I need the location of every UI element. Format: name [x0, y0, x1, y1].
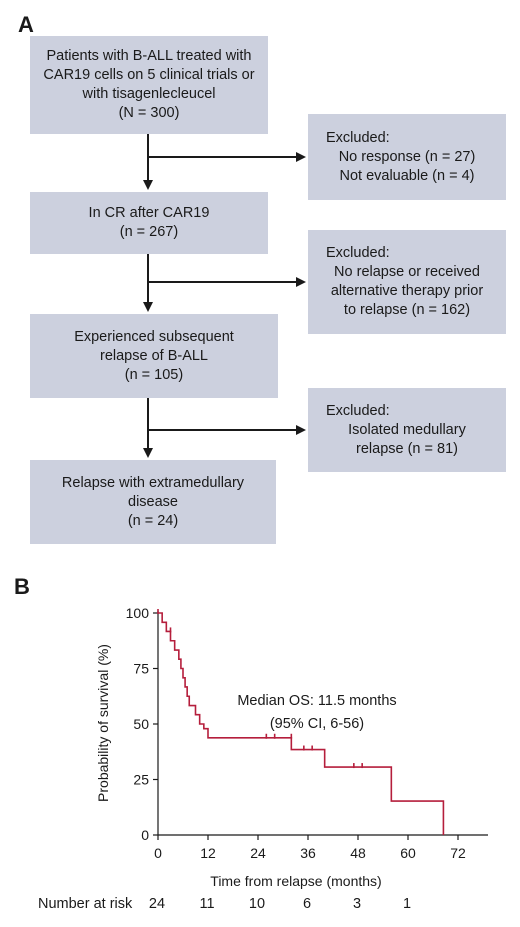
box-excluded-2-item-3: to relapse (n = 162) [343, 302, 471, 318]
box-excluded-1: Excluded: No response (n = 27) Not evalu… [308, 114, 506, 200]
box-enrolled-line-4: (N = 300) [118, 105, 180, 121]
box-extramedullary-line-3: (n = 24) [127, 512, 179, 529]
box-enrolled-line-2: CAR19 cells on 5 clinical trials or [43, 67, 255, 83]
x-tick-label: 48 [350, 845, 366, 861]
number-at-risk-value: 6 [302, 896, 312, 912]
y-tick-label: 50 [133, 716, 149, 732]
flow-arrows [143, 134, 306, 458]
box-cr-line-2: (n = 267) [119, 224, 179, 240]
box-excluded-3-item-1: Isolated medullary [348, 421, 466, 438]
box-cr: In CR after CAR19 (n = 267) [30, 192, 268, 254]
box-relapse-line-2: relapse of B-ALL [99, 347, 208, 364]
y-tick-label: 100 [126, 605, 150, 621]
chart-axes [157, 611, 488, 836]
number-at-risk-value: 3 [352, 896, 362, 912]
number-at-risk-value: 11 [199, 896, 215, 912]
number-at-risk-value: 10 [248, 896, 266, 912]
x-tick-label: 24 [250, 845, 266, 861]
box-enrolled-line-3: with tisagenlecleucel [82, 86, 216, 102]
box-excluded-1-title: Excluded: [326, 129, 390, 146]
survival-chart: 0 25 50 75 100 0 12 24 36 48 60 72 Probability of s… [95, 605, 488, 889]
box-relapse-line-3: (n = 105) [124, 366, 184, 383]
box-relapse-line-1: Experienced subsequent [74, 328, 234, 345]
number-at-risk-row: Number at risk 24 11 10 6 3 1 [0, 894, 520, 918]
box-extramedullary: Relapse with extramedullary disease (n =… [30, 460, 276, 544]
panel-b-label: B [14, 574, 30, 599]
survival-curve [158, 612, 445, 835]
number-at-risk-label: Number at risk [38, 896, 133, 912]
box-relapse: Experienced subsequent relapse of B-ALL … [30, 314, 278, 398]
box-excluded-1-item-1: No response (n = 27) [338, 148, 476, 165]
box-excluded-2: Excluded: No relapse or received alterna… [308, 230, 506, 334]
y-axis-label: Probability of survival (%) [95, 644, 111, 802]
median-os-annotation-line-1: Median OS: 11.5 months [237, 693, 396, 709]
box-excluded-3-item-2: relapse (n = 81) [356, 440, 458, 457]
x-tick-label: 0 [154, 845, 162, 861]
x-tick-label: 36 [300, 845, 316, 861]
box-excluded-2-item-1: No relapse or received [334, 264, 480, 280]
box-excluded-3: Excluded: Isolated medullary relapse (n … [308, 388, 506, 472]
median-os-annotation-line-2: (95% CI, 6-56) [270, 716, 364, 732]
y-tick-label: 75 [133, 661, 149, 677]
box-extramedullary-line-1: Relapse with extramedullary [61, 474, 245, 491]
number-at-risk-value: 24 [148, 896, 166, 912]
panel-a-label: A [18, 12, 34, 37]
box-enrolled: Patients with B-ALL treated with CAR19 c… [30, 36, 268, 134]
box-extramedullary-line-2: disease [128, 493, 178, 510]
y-tick-label: 0 [141, 827, 149, 843]
x-tick-label: 72 [450, 845, 466, 861]
box-excluded-1-item-2: Not evaluable (n = 4) [339, 167, 475, 184]
x-axis-label: Time from relapse (months) [210, 873, 381, 889]
box-excluded-2-item-2: alternative therapy prior [330, 283, 484, 299]
box-cr-line-1: In CR after CAR19 [88, 205, 210, 221]
x-tick-label: 12 [200, 845, 216, 861]
number-at-risk-value: 1 [402, 896, 412, 912]
y-tick-label: 25 [133, 772, 149, 788]
box-enrolled-line-1: Patients with B-ALL treated with [46, 48, 252, 64]
box-excluded-2-title: Excluded: [326, 245, 390, 261]
x-tick-label: 60 [400, 845, 416, 861]
box-excluded-3-title: Excluded: [326, 402, 390, 419]
